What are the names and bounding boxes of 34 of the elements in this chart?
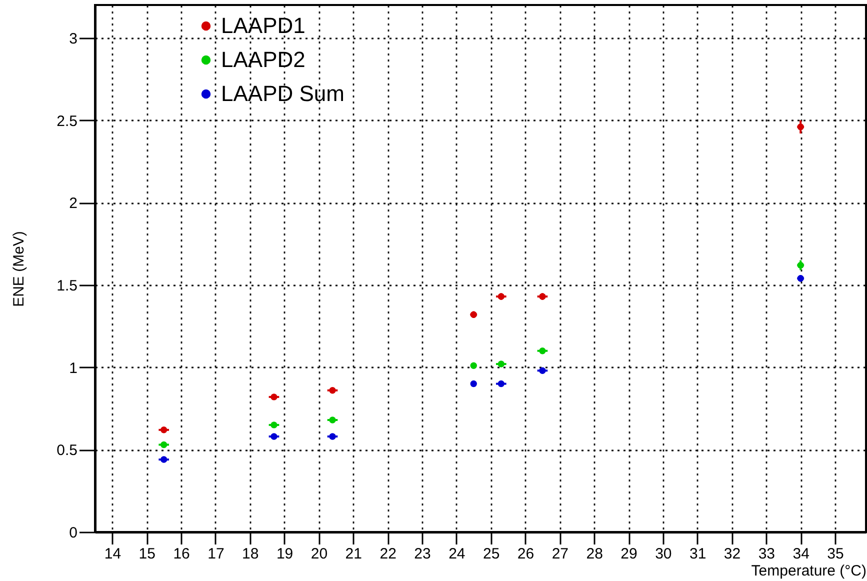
x-axis-title: Temperature (°C) bbox=[751, 562, 866, 580]
y-tick-label: 0.5 bbox=[56, 442, 78, 460]
x-tick-label: 26 bbox=[517, 546, 534, 562]
y-tick-label: 0 bbox=[69, 524, 78, 542]
x-tick-label: 27 bbox=[552, 546, 569, 562]
legend-label: LAAPD Sum bbox=[221, 81, 344, 106]
legend-label: LAAPD1 bbox=[221, 13, 306, 38]
x-tick-label: 20 bbox=[310, 546, 328, 562]
x-tick-label: 34 bbox=[792, 546, 810, 562]
x-tick-label: 24 bbox=[448, 546, 466, 562]
x-tick-label: 29 bbox=[620, 546, 638, 562]
x-tick-label: 35 bbox=[827, 546, 844, 562]
y-axis-title: ENE (MeV) bbox=[10, 231, 28, 307]
x-tick-label: 15 bbox=[138, 546, 156, 562]
x-tick-label: 17 bbox=[208, 546, 224, 562]
y-tick-label: 2.5 bbox=[56, 112, 78, 130]
y-tick-label: 2 bbox=[69, 195, 78, 212]
x-tick-label: 19 bbox=[276, 546, 294, 562]
x-tick-label: 33 bbox=[758, 546, 776, 562]
x-tick-label: 25 bbox=[482, 546, 500, 562]
x-tick-label: 22 bbox=[380, 546, 396, 562]
x-tick-label: 18 bbox=[242, 546, 259, 562]
legend-label: LAAPD2 bbox=[221, 47, 306, 72]
x-tick-label: 32 bbox=[724, 546, 741, 562]
x-tick-label: 23 bbox=[414, 546, 431, 562]
y-tick-label: 1.5 bbox=[56, 277, 78, 294]
x-tick-label: 16 bbox=[173, 546, 190, 562]
x-tick-label: 21 bbox=[345, 546, 362, 562]
x-tick-label: 30 bbox=[655, 546, 672, 562]
x-tick-label: 31 bbox=[690, 546, 706, 562]
y-tick-label: 1 bbox=[69, 360, 78, 377]
y-tick-label: 3 bbox=[69, 30, 78, 48]
x-tick-label: 14 bbox=[104, 546, 122, 562]
x-tick-label: 28 bbox=[586, 546, 603, 562]
